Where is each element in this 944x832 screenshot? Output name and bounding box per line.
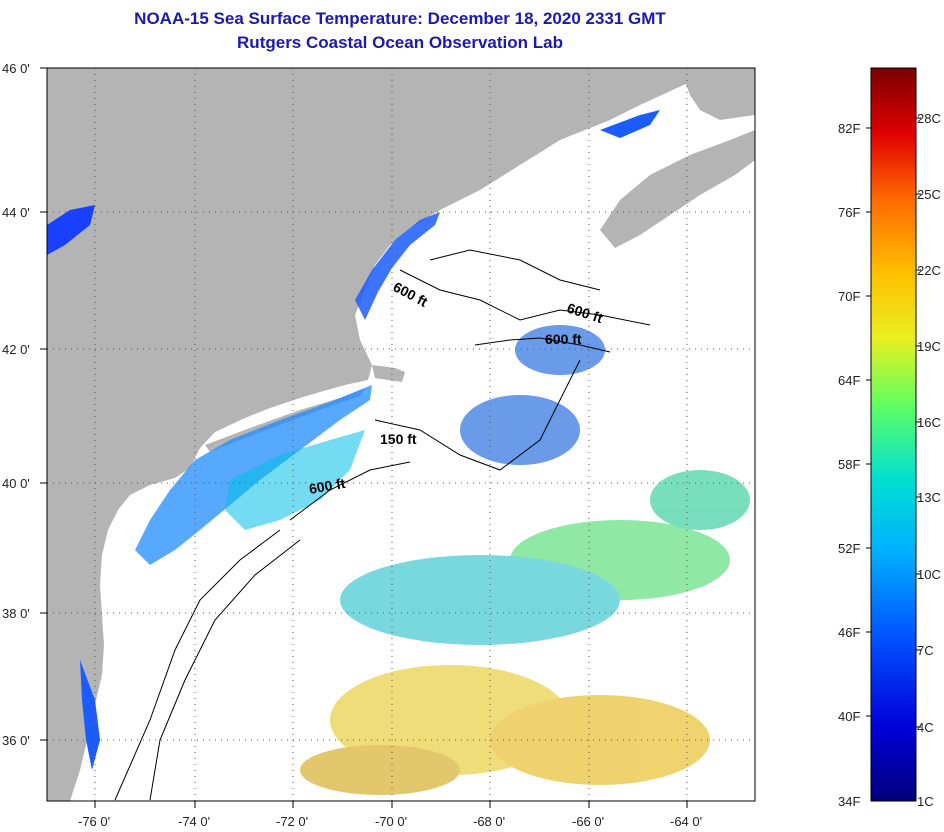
colorbar-label-c: 10C	[917, 567, 941, 582]
contour-label-150ft: 150 ft	[380, 431, 417, 447]
contour-label-600ft-4: 600 ft	[308, 475, 347, 497]
map-subtitle: Rutgers Coastal Ocean Observation Lab	[237, 33, 563, 52]
land-cape-cod	[372, 365, 405, 382]
colorbar	[870, 67, 917, 802]
lon-label: -66 0'	[572, 814, 604, 829]
colorbar-label-c: 1C	[917, 794, 934, 809]
colorbar-label-f: 82F	[838, 121, 860, 136]
map-frame	[46, 67, 756, 802]
colorbar-ticks	[866, 117, 921, 728]
lon-label: -68 0'	[473, 814, 505, 829]
colorbar-label-f: 52F	[838, 541, 860, 556]
sst-bay-of-fundy	[600, 110, 660, 138]
colorbar-label-c: 7C	[917, 643, 934, 658]
colorbar-label-f: 76F	[838, 205, 860, 220]
colorbar-label-c: 4C	[917, 720, 934, 735]
lon-label: -64 0'	[670, 814, 702, 829]
contour-label-600ft-3: 600 ft	[545, 331, 582, 347]
bathymetry-contours	[114, 249, 651, 801]
land-nova-scotia	[600, 130, 755, 248]
land-canada-northeast	[680, 68, 755, 120]
lon-label: -74 0'	[178, 814, 210, 829]
lat-label: 38 0'	[2, 606, 30, 621]
sst-chesapeake	[80, 660, 100, 770]
lat-label: 36 0'	[2, 733, 30, 748]
lon-label: -76 0'	[78, 814, 110, 829]
colorbar-label-f: 64F	[838, 373, 860, 388]
colorbar-label-c: 13C	[917, 490, 941, 505]
colorbar-label-c: 16C	[917, 415, 941, 430]
sst-coastal-cold	[355, 212, 440, 320]
land-mainland	[47, 68, 690, 801]
colorbar-label-f: 34F	[838, 794, 860, 809]
lon-label: -70 0'	[375, 814, 407, 829]
colorbar-label-c: 22C	[917, 263, 941, 278]
lat-label: 46 0'	[2, 61, 30, 76]
colorbar-label-f: 40F	[838, 709, 860, 724]
lat-label: 40 0'	[2, 476, 30, 491]
colorbar-label-f: 70F	[838, 289, 860, 304]
lat-label: 44 0'	[2, 205, 30, 220]
colorbar-label-c: 28C	[917, 111, 941, 126]
colorbar-label-f: 46F	[838, 625, 860, 640]
lon-label: -72 0'	[276, 814, 308, 829]
sst-shelf-mid	[225, 430, 365, 530]
graticule	[47, 68, 755, 801]
lat-label: 42 0'	[2, 342, 30, 357]
sst-lake	[47, 205, 95, 255]
sst-offshore-warm	[300, 325, 750, 795]
colorbar-label-c: 19C	[917, 339, 941, 354]
colorbar-label-c: 25C	[917, 187, 941, 202]
tick-marks	[40, 67, 688, 808]
map-title: NOAA-15 Sea Surface Temperature: Decembe…	[134, 9, 666, 28]
colorbar-label-f: 58F	[838, 457, 860, 472]
